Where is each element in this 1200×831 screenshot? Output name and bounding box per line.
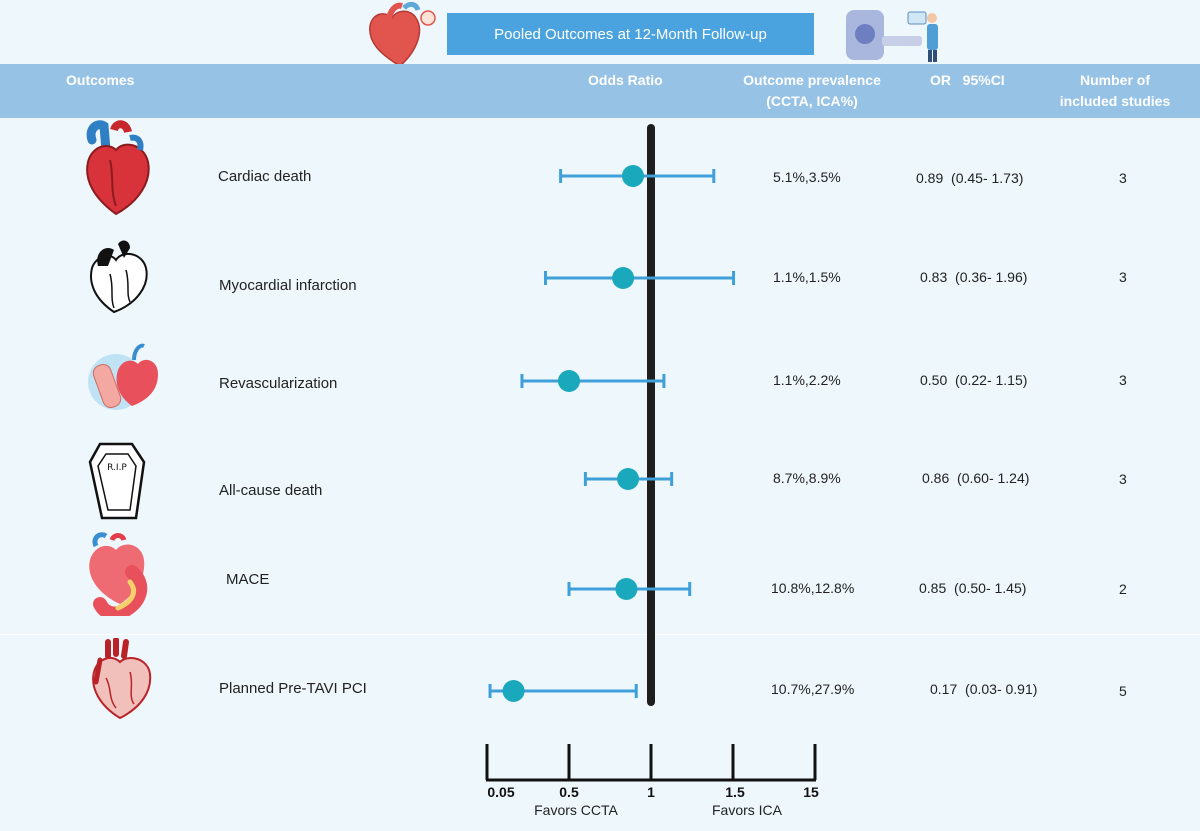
- outcome-label-all-cause-death: All-cause death: [219, 482, 323, 499]
- header-prevalence-line2: (CCTA, ICA%): [766, 93, 858, 109]
- studies-mace: 2: [1119, 581, 1127, 597]
- studies-revascularization: 3: [1119, 372, 1127, 388]
- header-studies-line1: Number of: [1080, 72, 1150, 88]
- or-ci-myocardial-infarction: 0.83 (0.36- 1.96): [920, 269, 1028, 285]
- studies-pre-tavi-pci: 5: [1119, 683, 1127, 699]
- studies-myocardial-infarction: 3: [1119, 269, 1127, 285]
- prevalence-all-cause-death: 8.7%,8.9%: [773, 470, 841, 486]
- ct-scanner-icon: [846, 10, 938, 62]
- favors-ica-label: Favors ICA: [712, 802, 783, 818]
- point-estimate-cardiac-death: [621, 165, 644, 187]
- outcome-label-revascularization: Revascularization: [219, 375, 338, 392]
- heart-illustration-icon: [369, 1, 436, 67]
- header-studies: Number of included studies: [1050, 70, 1180, 112]
- x-tick-label-3: 1.5: [725, 784, 745, 800]
- point-estimate-all-cause-death: [617, 468, 640, 490]
- studies-cardiac-death: 3: [1119, 170, 1127, 186]
- header-prevalence: Outcome prevalence (CCTA, ICA%): [732, 70, 892, 112]
- stent-heart-icon: [88, 343, 158, 410]
- outcome-label-myocardial-infarction: Myocardial infarction: [219, 277, 357, 294]
- artery-heart-icon: [89, 532, 148, 616]
- x-axis: 0.05 0.5 1 1.5 15 Favors CCTA Favors ICA: [485, 744, 819, 818]
- x-tick-label-0: 0.05: [487, 784, 514, 800]
- or-ci-mace: 0.85 (0.50- 1.45): [919, 580, 1027, 596]
- point-estimate-myocardial-infarction: [612, 267, 635, 289]
- chart-title: Pooled Outcomes at 12-Month Follow-up: [447, 13, 814, 55]
- or-ci-revascularization: 0.50 (0.22- 1.15): [920, 372, 1028, 388]
- outcome-label-mace: MACE: [226, 571, 270, 588]
- point-estimate-mace: [615, 578, 638, 600]
- coffin-icon: R.I.P: [88, 442, 146, 520]
- or-ci-cardiac-death: 0.89 (0.45- 1.73): [916, 170, 1024, 186]
- point-estimate-revascularization: [558, 370, 580, 392]
- point-estimate-planned-pre-tavi-pci: [502, 680, 525, 702]
- heart-outline-icon: [90, 240, 148, 314]
- anatomical-heart-icon: [92, 638, 152, 720]
- header-prevalence-line1: Outcome prevalence: [743, 72, 881, 88]
- x-tick-label-4: 15: [803, 784, 819, 800]
- favors-ccta-label: Favors CCTA: [534, 802, 618, 818]
- prevalence-pre-tavi-pci: 10.7%,27.9%: [771, 681, 855, 697]
- or-ci-all-cause-death: 0.86 (0.60- 1.24): [922, 470, 1030, 486]
- prevalence-cardiac-death: 5.1%,3.5%: [773, 169, 841, 185]
- header-studies-line2: included studies: [1059, 93, 1171, 109]
- studies-all-cause-death: 3: [1119, 471, 1127, 487]
- prevalence-mace: 10.8%,12.8%: [771, 580, 855, 596]
- x-tick-label-2: 1: [647, 784, 655, 800]
- prevalence-revascularization: 1.1%,2.2%: [773, 372, 841, 388]
- heart-icon: [86, 120, 150, 216]
- x-tick-label-1: 0.5: [559, 784, 579, 800]
- header-or-ci: OR 95%CI: [930, 72, 1005, 88]
- row-separator: [0, 634, 1200, 635]
- outcome-label-pre-tavi-pci: Planned Pre-TAVI PCI: [219, 680, 367, 697]
- header-band: [0, 64, 1200, 118]
- prevalence-myocardial-infarction: 1.1%,1.5%: [773, 269, 841, 285]
- svg-text:R.I.P: R.I.P: [107, 463, 127, 473]
- header-outcomes: Outcomes: [66, 72, 135, 88]
- outcome-label-cardiac-death: Cardiac death: [218, 168, 312, 185]
- header-odds-ratio: Odds Ratio: [588, 72, 663, 88]
- or-ci-pre-tavi-pci: 0.17 (0.03- 0.91): [930, 681, 1038, 697]
